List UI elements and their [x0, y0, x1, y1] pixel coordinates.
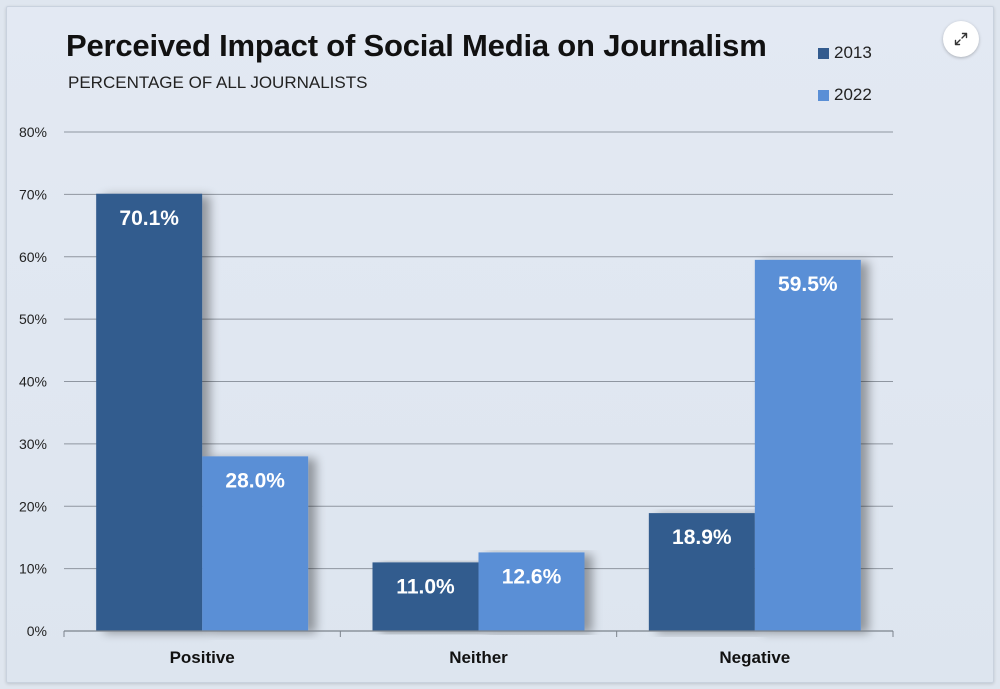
y-tick-label: 70% — [19, 186, 47, 202]
y-tick-label: 30% — [19, 436, 47, 452]
legend-swatch-2022 — [818, 89, 829, 101]
bar-negative-2022 — [754, 259, 861, 631]
data-label: 11.0% — [396, 575, 455, 598]
legend-label-2013: 2013 — [834, 43, 872, 62]
x-axis — [63, 630, 894, 637]
legend-swatch-2013 — [818, 47, 829, 59]
y-tick-label: 20% — [19, 498, 47, 514]
data-label: 70.1% — [119, 207, 179, 230]
data-label: 59.5% — [778, 273, 838, 296]
bar-positive-2022 — [202, 456, 309, 631]
expand-icon — [954, 32, 968, 46]
category-label: Negative — [719, 648, 790, 667]
data-label: 12.6% — [502, 565, 562, 588]
legend-item-2022: 2022 — [818, 84, 872, 106]
expand-button[interactable] — [943, 21, 979, 57]
y-tick-label: 60% — [19, 249, 47, 265]
y-tick-label: 80% — [19, 124, 47, 140]
legend-item-2013: 2013 — [818, 42, 872, 64]
bar-negative-2013 — [648, 513, 755, 631]
chart-legend: 2013 2022 — [818, 42, 872, 126]
category-label: Positive — [170, 648, 235, 667]
bars: 70.1% 28.0% 11.0% 12.6% 18.9% 59.5% — [96, 193, 861, 631]
bar-neither-2022 — [478, 552, 585, 631]
chart-subtitle: PERCENTAGE OF ALL JOURNALISTS — [68, 73, 368, 92]
data-label: 18.9% — [672, 526, 732, 549]
y-tick-label: 0% — [27, 623, 47, 639]
chart-title: Perceived Impact of Social Media on Jour… — [66, 28, 767, 63]
data-label: 28.0% — [225, 469, 285, 492]
bar-positive-2013 — [96, 193, 203, 631]
x-axis-categories: Positive Neither Negative — [170, 648, 791, 667]
legend-label-2022: 2022 — [834, 85, 872, 104]
y-tick-label: 40% — [19, 374, 47, 390]
bar-neither-2013 — [372, 562, 479, 631]
y-axis-ticks: 0% 10% 20% 30% 40% 50% 60% 70% 80% — [19, 124, 47, 639]
y-tick-label: 50% — [19, 311, 47, 327]
category-label: Neither — [449, 648, 508, 667]
y-tick-label: 10% — [19, 561, 47, 577]
